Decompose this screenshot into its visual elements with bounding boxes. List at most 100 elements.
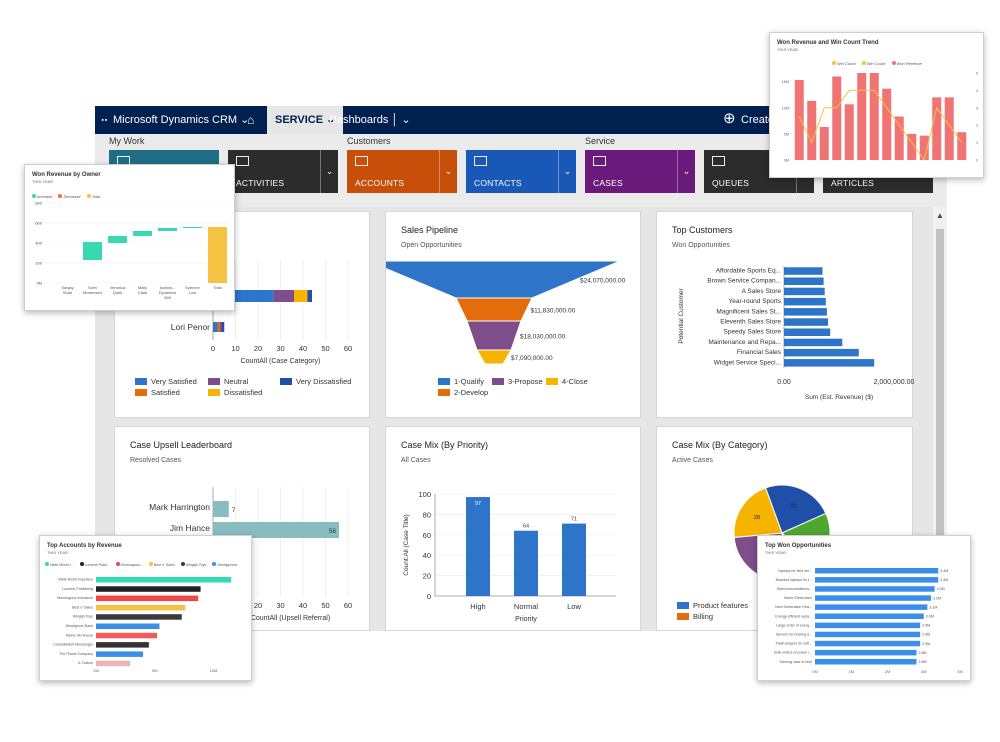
legend-item: Humongous... xyxy=(115,562,143,567)
tile-cases[interactable]: CASES ⌄ xyxy=(585,150,695,193)
area-service-button[interactable]: SERVICE ⌄ xyxy=(267,106,344,134)
x-tick-label: 3M xyxy=(921,669,927,674)
x-tick-label: 60 xyxy=(344,344,352,353)
legend-label: Dissatisfied xyxy=(224,388,263,397)
data-label: 2.9M xyxy=(922,633,930,637)
category-label: The Phone Company xyxy=(59,652,93,656)
tile-contacts[interactable]: CONTACTS ⌄ xyxy=(466,150,576,193)
overlay-title: Won Revenue and Win Count Trend xyxy=(777,40,879,46)
app-title-button[interactable]: Microsoft Dynamics CRM ⌄ xyxy=(113,106,249,134)
category-label: Best o' Sales xyxy=(72,605,93,609)
revenue-bar xyxy=(832,76,842,160)
bar xyxy=(784,287,825,296)
category-label: Woodgrove Bank xyxy=(65,624,93,628)
tile-accounts[interactable]: ACCOUNTS ⌄ xyxy=(347,150,457,193)
x-tick-label: 10 xyxy=(231,344,239,353)
card-title: Sales Pipeline xyxy=(401,225,459,235)
bar xyxy=(96,614,182,620)
x-tick-label: 50 xyxy=(321,344,329,353)
legend-label: 3-Propose xyxy=(508,377,543,386)
legend-swatch xyxy=(677,613,689,620)
x-tick-label: 2M xyxy=(885,669,891,674)
bar-segment xyxy=(219,322,222,332)
chevron-down-icon[interactable]: ⌄ xyxy=(439,150,457,193)
x-tick-label: Sanjay xyxy=(61,285,73,290)
card-title: Case Mix (By Priority) xyxy=(401,440,489,450)
data-label: 7 xyxy=(232,507,236,514)
queues-icon xyxy=(712,156,725,166)
scroll-up-icon[interactable]: ▲ xyxy=(936,211,944,220)
overlay-won-revenue-trend: Won Revenue and Win Count Trend THIS YEA… xyxy=(769,32,984,178)
x-tick-label: Low xyxy=(567,602,581,611)
bar-segment xyxy=(222,322,225,332)
dashboards-button[interactable]: Dashboards │ ⌄ xyxy=(329,114,411,126)
legend-item: 1-Qualify xyxy=(438,377,484,386)
category-label: Laptops for field ser... xyxy=(778,569,812,573)
x-tick-label: Veronica xyxy=(110,285,126,290)
bar xyxy=(815,577,939,583)
data-label: 2.8M xyxy=(919,660,927,664)
tile-activities[interactable]: ACTIVITIES ⌄ xyxy=(228,150,338,193)
bar xyxy=(784,348,859,357)
chevron-down-icon[interactable]: ⌄ xyxy=(677,150,695,193)
bar xyxy=(815,631,921,638)
legend-label: Billing xyxy=(693,612,714,621)
revenue-bar xyxy=(819,126,829,160)
bar xyxy=(96,651,143,657)
scrollbar-thumb[interactable] xyxy=(936,229,944,629)
y-tick-label: 40 xyxy=(423,551,431,560)
legend-label: Very Satisfied xyxy=(151,377,197,386)
accounts-icon xyxy=(355,156,368,166)
legend-label: Won Revenue xyxy=(896,61,922,66)
dashboards-label: Dashboards xyxy=(329,114,389,126)
chevron-down-icon[interactable]: ⌄ xyxy=(558,150,576,193)
create-button[interactable]: Create xyxy=(741,114,775,126)
x-tick-label: Spencer xyxy=(185,285,201,290)
top-won-opportunities-chart: Laptops for field ser... 3.4M Branded lapt… xyxy=(774,568,963,674)
overlay-title: Won Revenue by Owner xyxy=(32,172,101,178)
card-case-mix-priority: Case Mix (By Priority) All Cases 0 20 40 60… xyxy=(385,426,641,631)
y-tick-label: 15M xyxy=(782,80,789,84)
category-label: Alpine Ski House xyxy=(66,633,93,637)
bar xyxy=(784,338,843,347)
category-label: A Sales Store xyxy=(742,288,782,295)
bar xyxy=(815,613,924,619)
x-tick-label: 30 xyxy=(276,601,284,610)
funnel-segment xyxy=(455,297,533,322)
create-plus-icon[interactable]: ⊕ xyxy=(723,110,736,127)
bar xyxy=(815,640,921,647)
data-label: 3.1M xyxy=(929,605,937,609)
category-label: Bulk orders of power i... xyxy=(774,651,812,655)
activities-icon xyxy=(236,156,249,166)
data-label: 3.2M xyxy=(933,596,941,600)
legend-label: Satisfied xyxy=(151,388,180,397)
card-subtitle: Active Cases xyxy=(672,457,713,464)
overlay-legend: Wide World I... Lucerne Publi... Humongo… xyxy=(45,562,242,567)
home-icon[interactable]: ⌂ xyxy=(247,113,255,127)
legend-label: Increase xyxy=(37,194,53,199)
data-label: 97 xyxy=(475,501,481,507)
bar xyxy=(562,523,586,596)
legend-item: 2-Develop xyxy=(438,388,488,397)
legend-swatch xyxy=(492,378,504,385)
x-tick-label: Normal xyxy=(514,602,539,611)
vertical-scrollbar[interactable]: ▲ xyxy=(933,207,947,631)
data-label: 64 xyxy=(523,524,529,530)
x-tick-label: Low xyxy=(189,290,196,295)
funnel-value-label: $24,070,000.00 xyxy=(580,278,626,285)
x-tick-label: 5M xyxy=(152,668,158,673)
bar-segment xyxy=(294,290,308,302)
data-label: 2.9M xyxy=(922,624,930,628)
legend-label: 1-Qualify xyxy=(454,377,485,386)
legend-item: Very Satisfied xyxy=(135,377,197,386)
legend-swatch xyxy=(135,378,147,385)
revenue-bar xyxy=(794,79,804,160)
chevron-down-icon[interactable]: ⌄ xyxy=(320,150,338,193)
x-tick-label: 60 xyxy=(344,601,352,610)
area-label: SERVICE xyxy=(275,114,324,126)
x-tick-label: 30 xyxy=(276,344,284,353)
bar xyxy=(815,622,921,629)
x-tick-label: 40 xyxy=(299,601,307,610)
bar xyxy=(784,328,831,336)
